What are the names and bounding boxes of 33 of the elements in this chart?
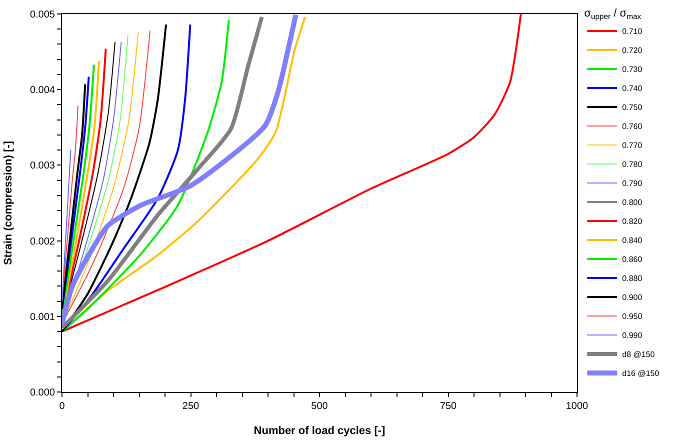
legend-label: 0.950 [622,312,643,322]
y-tick-label: 0.002 [30,236,56,248]
legend-label: 0.760 [622,122,643,132]
y-axis-title: Strain (compression) [-] [2,140,15,266]
legend-label: 0.800 [622,198,643,208]
legend-label: d8 @150 [622,350,656,360]
legend-label: 0.770 [622,141,643,150]
y-tick-label: 0.000 [30,388,56,398]
legend-label: 0.740 [622,84,643,94]
legend-label: 0.730 [622,65,643,74]
y-tick-label: 0.004 [30,85,56,96]
legend-label: 0.840 [622,236,643,246]
y-tick-label: 0.005 [30,10,56,20]
legend-label: 0.790 [622,179,643,188]
legend-label: 0.860 [622,255,643,264]
legend-label: 0.780 [622,160,643,170]
legend-label: 0.710 [622,27,643,36]
legend-label: 0.820 [622,217,643,226]
legend-label: d16 @150 [622,369,660,378]
x-tick-label: 750 [440,401,458,412]
legend-label: 0.880 [622,274,643,284]
y-tick-label: 0.001 [30,312,56,323]
legend-title: σ$_{upper}$ / σ$_{max}$ [584,8,642,21]
legend-label: 0.900 [622,293,643,302]
x-axis-title: Number of load cycles [-] [254,425,386,438]
legend-label: 0.720 [622,46,643,56]
x-tick-label: 1000 [566,401,589,412]
x-tick-label: 250 [182,401,200,412]
y-tick-label: 0.003 [30,160,56,172]
legend-label: 0.990 [622,331,643,340]
x-tick-label: 500 [311,401,328,412]
x-tick-label: 0 [59,401,66,412]
legend-label: 0.750 [622,103,643,112]
